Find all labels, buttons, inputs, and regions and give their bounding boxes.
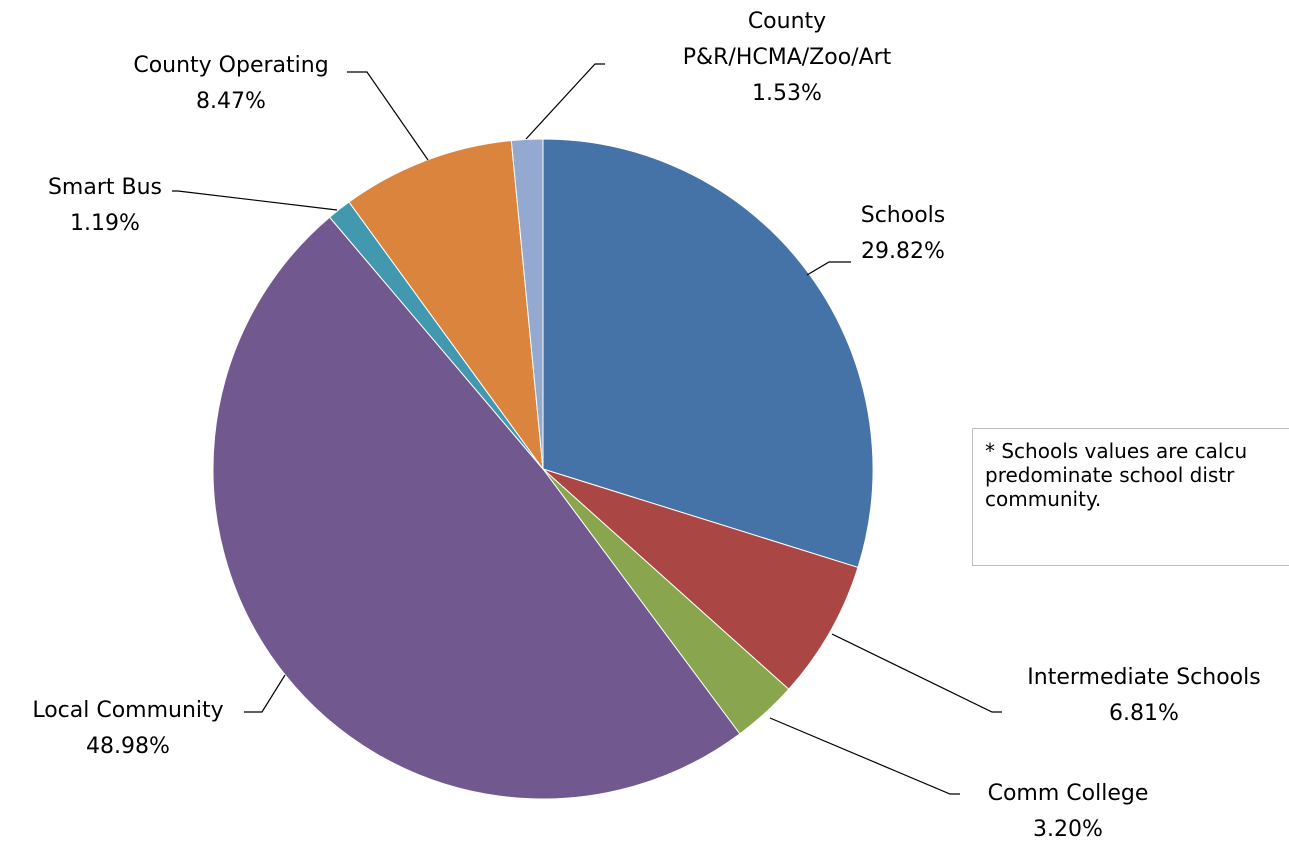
slice-percent-3: 48.98% (86, 734, 170, 759)
slice-label-2: Comm College 3.20% (988, 781, 1149, 842)
pie-slice-6 (510, 138, 544, 470)
slice-label-4: Smart Bus 1.19% (48, 175, 162, 236)
slice-label-3: Local Community 48.98% (32, 698, 223, 759)
leader-line-3 (244, 674, 286, 713)
leader-line-4 (172, 190, 338, 211)
slice-name-1: Intermediate Schools (1027, 665, 1260, 690)
pie-slice-1 (542, 468, 859, 690)
leader-line-6 (525, 63, 605, 140)
slice-name-4: Smart Bus (48, 175, 162, 200)
slice-percent-5: 8.47% (196, 89, 266, 114)
slice-name-0: Schools (861, 203, 946, 228)
leader-line-5 (347, 71, 429, 161)
slice-percent-6: 1.53% (752, 81, 822, 106)
pie-slice-5 (348, 139, 544, 471)
slice-name-2: Comm College (988, 781, 1149, 806)
slice-label-6: County P&R/HCMA/Zoo/Art 1.53% (683, 9, 892, 106)
note-text: * Schools values are calcu predominate s… (985, 439, 1248, 511)
leader-lines (172, 63, 1002, 795)
slice-name-6: County (748, 9, 826, 34)
slice-label-5: County Operating 8.47% (133, 53, 328, 114)
leader-line-1 (831, 633, 1002, 713)
leader-line-0 (806, 261, 851, 276)
slice-label-0: Schools 29.82% (861, 203, 946, 264)
slice-percent-0: 29.82% (861, 239, 945, 264)
slice-percent-2: 3.20% (1033, 817, 1103, 842)
slice-percent-4: 1.19% (70, 211, 140, 236)
slice-labels: Schools 29.82% Intermediate Schools 6.81% Co… (32, 9, 1260, 842)
note-box: * Schools values are calcu predominate s… (972, 428, 1289, 566)
slice-name-3: Local Community (32, 698, 223, 723)
pie-slice-3 (212, 216, 741, 800)
slice-label-1: Intermediate Schools 6.81% (1027, 665, 1260, 726)
leader-line-2 (769, 717, 960, 795)
slice-name-6: P&R/HCMA/Zoo/Art (683, 45, 892, 70)
slice-name-5: County Operating (133, 53, 328, 78)
pie-slices (212, 138, 874, 800)
slice-percent-1: 6.81% (1109, 701, 1179, 726)
